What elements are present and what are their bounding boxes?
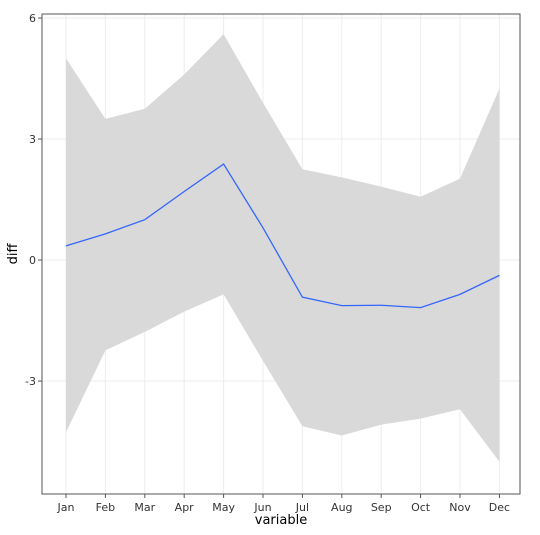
series-line: [65, 163, 500, 309]
x-tick-label: Jan: [57, 501, 75, 514]
x-tick-label: May: [212, 501, 235, 514]
x-tick-label: Dec: [489, 501, 510, 514]
y-tick-label: 6: [29, 12, 36, 25]
x-tick-label: Sep: [371, 501, 392, 514]
x-tick-label: Aug: [331, 501, 352, 514]
x-axis: Jan Feb Mar Apr May Jun Jul Aug Sep Oct Nov Dec: [57, 494, 510, 514]
confidence-band: [66, 34, 500, 462]
x-axis-title: variable: [255, 513, 307, 528]
x-tick-label: Feb: [96, 501, 115, 514]
y-axis-title: diff: [6, 243, 21, 265]
x-tick-label: Apr: [175, 501, 195, 514]
x-tick-label: Nov: [449, 501, 471, 514]
x-tick-label: Jun: [253, 501, 271, 514]
plot-panel: [41, 13, 521, 495]
y-tick-label: -3: [25, 375, 36, 388]
x-tick-label: Oct: [411, 501, 431, 514]
y-tick-label: 0: [29, 254, 36, 267]
x-tick-label: Mar: [134, 501, 155, 514]
y-tick-label: 3: [29, 133, 36, 146]
x-tick-label: Jul: [295, 501, 309, 514]
y-axis: -3 0 3 6: [25, 12, 42, 388]
